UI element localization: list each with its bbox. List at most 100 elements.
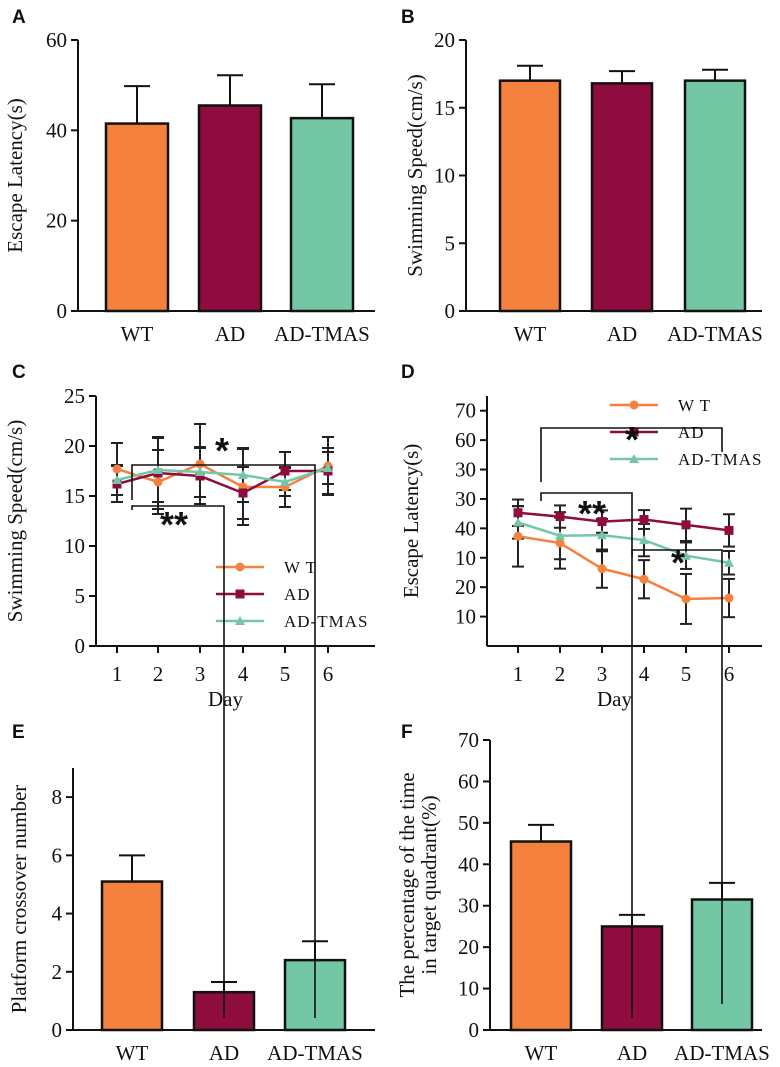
panel-f-y-tick-label: 40 — [458, 852, 479, 876]
panel-d-y-tick-label: 60 — [455, 428, 476, 452]
panel-b-y-tick-label: 5 — [445, 231, 456, 255]
panel-c-legend-label: AD-TMAS — [284, 612, 368, 631]
panel-c-letter: C — [12, 362, 26, 383]
panel-c-point-triangle — [280, 477, 290, 486]
panel-c-x-tick-label: 1 — [112, 662, 123, 686]
panel-f-y-label: in target quadrant(%) — [417, 795, 441, 974]
panel-d-y-tick-label: 10 — [455, 605, 476, 629]
panel-d-legend-marker-triangle — [629, 454, 639, 463]
panel-d-series-line-1 — [517, 511, 730, 532]
panel-f-y-tick-label: 50 — [458, 811, 479, 835]
panel-b-letter: B — [401, 7, 415, 28]
panel-d-point-triangle — [724, 557, 734, 567]
panel-d-point-square — [597, 517, 607, 527]
panel-c-y-tick-label: 15 — [64, 484, 85, 508]
panel-c-legend-label: W T — [284, 558, 317, 577]
panel-c-legend-marker-square — [235, 589, 245, 599]
panel-d-point-square — [555, 512, 565, 522]
panel-e-y-tick-label: 0 — [52, 1018, 63, 1042]
panel-f-y-tick-label: 60 — [458, 769, 479, 793]
panel-a-x-tick-label: WT — [121, 322, 154, 346]
panel-f-significance-stars: ** — [578, 493, 606, 534]
panel-e-bar-wt — [100, 880, 164, 1032]
panel-d-legend-label: AD — [678, 423, 705, 442]
panel-b-bar-wt — [498, 79, 562, 313]
panel-b-x-tick-label: AD-TMAS — [667, 322, 763, 346]
panel-c-x-tick-label: 6 — [323, 662, 334, 686]
panel-b-y-tick-label: 0 — [445, 299, 456, 323]
panel-e-x-tick-label: WT — [116, 1041, 149, 1065]
panel-b-chart: B WT AD AD-TMAS 0 5 10 15 20 Swimming Speed(cm/s) — [401, 7, 763, 346]
panel-f-y-tick-label: 30 — [458, 894, 479, 918]
panel-c-x-label: Day — [208, 687, 243, 711]
panel-f-y-label: The percentage of the time — [395, 772, 419, 997]
panel-a-letter: A — [12, 7, 26, 28]
panel-b-bar-ad-tmas — [683, 79, 747, 313]
panel-e-y-tick-label: 4 — [52, 902, 63, 926]
panel-d-point-triangle — [597, 530, 607, 540]
panel-f-significance-bracket — [540, 492, 633, 1018]
panel-d-letter: D — [401, 362, 415, 383]
panel-e-chart: E WT AD AD-TMAS 0 2 4 6 8 Platform crossover numb… — [7, 430, 375, 1065]
panel-d-point-triangle — [513, 517, 523, 527]
panel-e-y-tick-label: 2 — [52, 960, 63, 984]
panel-d-legend-marker-square — [629, 427, 639, 437]
panel-f-chart: F WT AD AD-TMAS 0 10 20 30 40 50 60 70 The percentag… — [395, 419, 770, 1065]
panel-a-y-tick-label: 0 — [57, 299, 68, 323]
panel-f-significance-stars: * — [671, 542, 685, 583]
panel-c-point-triangle — [238, 470, 248, 479]
panel-d-x-tick-label: 4 — [639, 662, 650, 686]
panel-c-series-line-1 — [116, 469, 328, 495]
panel-d-legend-label: AD-TMAS — [678, 450, 762, 469]
panel-e-significance-stars: ** — [160, 504, 188, 545]
panel-b-y-tick-label: 20 — [434, 28, 455, 52]
panel-e-y-label: Platform crossover number — [7, 785, 31, 1014]
panel-d-y-tick-label: 20 — [455, 575, 476, 599]
panel-c-point-circle — [112, 464, 122, 474]
panel-c-x-tick-label: 5 — [280, 662, 291, 686]
panel-d-y-tick-label: 10 — [455, 546, 476, 570]
panel-d-y-tick-label: 30 — [455, 487, 476, 511]
panel-d-point-circle — [681, 594, 691, 604]
panel-c-point-triangle — [153, 465, 163, 474]
panel-c-point-square — [238, 488, 248, 498]
panel-c-y-tick-label: 5 — [75, 584, 86, 608]
panel-c-y-label: Swimming Speed(cm/s) — [3, 420, 27, 622]
panel-c-x-tick-label: 3 — [195, 662, 206, 686]
panel-f-letter: F — [401, 722, 413, 743]
panel-a-y-tick-label: 40 — [46, 118, 67, 142]
panel-b-y-tick-label: 10 — [434, 164, 455, 188]
panel-c-point-circle — [153, 477, 163, 487]
panel-d-x-label: Day — [597, 687, 632, 711]
panel-e-letter: E — [12, 722, 25, 743]
panel-c-series-line-0 — [116, 462, 329, 489]
panel-a-y-label: Escape Latency(s) — [3, 98, 27, 253]
panel-d-point-circle — [555, 538, 565, 548]
panel-e-significance-bracket — [131, 505, 225, 1018]
panel-e-y-tick-label: 6 — [52, 843, 63, 867]
panel-d-x-tick-label: 6 — [724, 662, 735, 686]
panel-f-significance-bracket — [540, 427, 723, 482]
panel-f-bar-wt — [509, 840, 573, 1032]
panel-a-x-tick-label: AD — [215, 322, 245, 346]
panel-c-point-triangle — [323, 463, 333, 472]
panel-d-point-square — [681, 520, 691, 530]
panel-d-point-circle — [513, 531, 523, 541]
panel-b-x-tick-label: WT — [514, 322, 547, 346]
panel-a-chart: A WT AD AD-TMAS 0 20 40 60 Escape Latency(s) — [3, 7, 375, 346]
panel-d-x-tick-label: 1 — [513, 662, 524, 686]
panel-a-x-tick-label: AD-TMAS — [274, 322, 370, 346]
panel-e-significance-bracket — [131, 464, 316, 1018]
panel-a-bar-ad — [197, 104, 263, 313]
panel-c-y-tick-label: 0 — [75, 634, 86, 658]
panel-c-legend-label: AD — [284, 585, 311, 604]
panel-a-bar-wt — [104, 122, 170, 313]
panel-a-y-tick-label: 20 — [46, 209, 67, 233]
panel-d-point-triangle — [555, 530, 565, 540]
panel-c-x-tick-label: 2 — [153, 662, 164, 686]
panel-b-bar-ad — [590, 82, 654, 313]
panel-a-y-tick-label: 60 — [46, 28, 67, 52]
panel-c-point-triangle — [195, 467, 205, 476]
panel-a-bar-ad-tmas — [289, 116, 355, 313]
